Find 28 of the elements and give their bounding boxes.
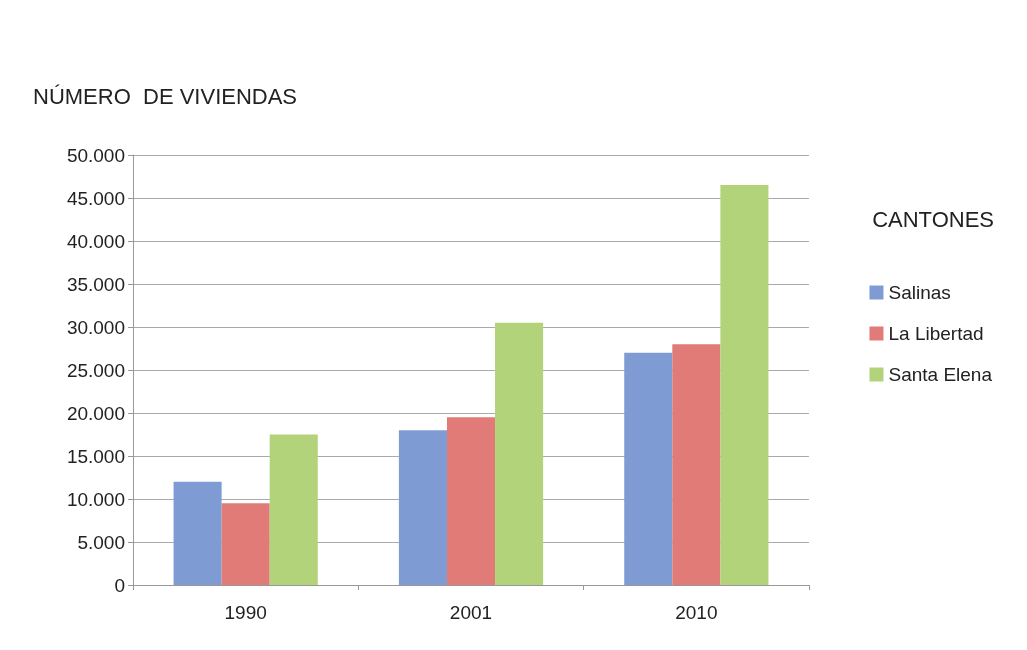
x-tick-label: 2001 [449,602,493,623]
bar [446,417,496,585]
legend-label: La Libertad [888,323,984,344]
bar [495,322,544,585]
y-tick-label: 0 [114,574,125,596]
y-tick-label: 35.000 [66,273,125,295]
legend-label: Salinas [888,282,951,303]
y-tick-label: 25.000 [66,359,125,381]
bar [173,481,222,585]
bar [672,344,721,585]
bar [269,434,318,585]
bar [624,352,673,585]
y-tick-label: 15.000 [66,445,125,467]
y-tick-label: 30.000 [66,316,125,338]
y-tick-label: 5.000 [77,531,125,553]
x-tick-label: 2010 [675,602,718,623]
legend-title: CANTONES [872,206,995,232]
y-tick-label: 20.000 [66,402,125,424]
y-tick-label: 50.000 [66,144,125,166]
legend-label: Santa Elena [888,364,993,385]
x-tick-label: 1990 [224,602,267,623]
y-tick-label: 45.000 [66,187,125,209]
bar [221,503,270,585]
bar [720,185,769,585]
chart-title: NÚMERO DE VIVIENDAS [33,83,298,109]
y-tick-label: 10.000 [66,488,125,510]
y-tick-label: 40.000 [66,230,125,252]
bar [398,430,447,585]
